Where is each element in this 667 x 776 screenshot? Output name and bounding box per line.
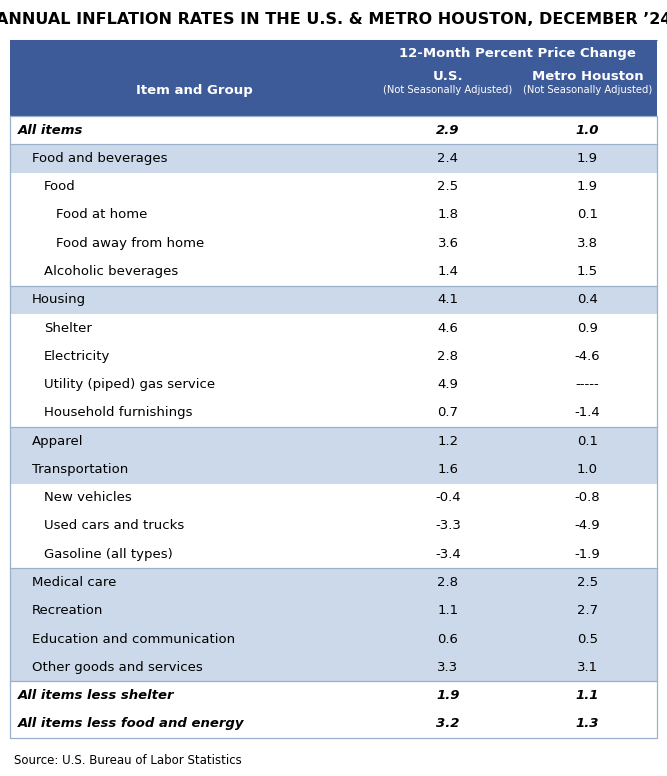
Text: Electricity: Electricity xyxy=(44,350,110,363)
Text: 0.1: 0.1 xyxy=(577,209,598,221)
Text: 1.6: 1.6 xyxy=(438,463,458,476)
Text: 4.6: 4.6 xyxy=(438,321,458,334)
Bar xyxy=(10,201,657,229)
Text: Metro Houston: Metro Houston xyxy=(532,70,643,82)
Text: 0.4: 0.4 xyxy=(577,293,598,307)
Text: 2.7: 2.7 xyxy=(577,605,598,617)
Bar xyxy=(10,172,657,201)
Text: 1.0: 1.0 xyxy=(577,463,598,476)
Bar xyxy=(10,144,657,172)
Text: 3.8: 3.8 xyxy=(577,237,598,250)
Text: 1.0: 1.0 xyxy=(576,123,599,137)
Text: 12-Month Percent Price Change: 12-Month Percent Price Change xyxy=(399,47,636,61)
Text: Apparel: Apparel xyxy=(32,435,83,448)
Text: Gasoline (all types): Gasoline (all types) xyxy=(44,548,173,561)
Text: Food away from home: Food away from home xyxy=(56,237,204,250)
Text: -3.4: -3.4 xyxy=(435,548,461,561)
Text: All items less food and energy: All items less food and energy xyxy=(18,717,245,730)
Text: 1.1: 1.1 xyxy=(438,605,459,617)
Bar xyxy=(10,229,657,258)
Text: All items less shelter: All items less shelter xyxy=(18,689,175,702)
Text: Shelter: Shelter xyxy=(44,321,92,334)
Bar xyxy=(10,483,657,512)
Text: 0.9: 0.9 xyxy=(577,321,598,334)
Text: 4.9: 4.9 xyxy=(438,378,458,391)
Text: (Not Seasonally Adjusted): (Not Seasonally Adjusted) xyxy=(523,85,652,95)
Text: 1.2: 1.2 xyxy=(438,435,459,448)
Text: -4.6: -4.6 xyxy=(575,350,600,363)
Text: Medical care: Medical care xyxy=(32,576,116,589)
Text: (Not Seasonally Adjusted): (Not Seasonally Adjusted) xyxy=(384,85,513,95)
Text: 2.5: 2.5 xyxy=(577,576,598,589)
Text: 1.1: 1.1 xyxy=(576,689,599,702)
Text: New vehicles: New vehicles xyxy=(44,491,132,504)
Text: 2.8: 2.8 xyxy=(438,576,458,589)
Text: 4.1: 4.1 xyxy=(438,293,458,307)
Text: 1.8: 1.8 xyxy=(438,209,458,221)
Bar xyxy=(10,258,657,286)
Text: 1.4: 1.4 xyxy=(438,265,458,278)
Text: 1.9: 1.9 xyxy=(577,180,598,193)
Text: Alcoholic beverages: Alcoholic beverages xyxy=(44,265,178,278)
Text: Food at home: Food at home xyxy=(56,209,147,221)
Text: 1.9: 1.9 xyxy=(577,152,598,165)
Text: 1.9: 1.9 xyxy=(436,689,460,702)
Text: -4.9: -4.9 xyxy=(575,519,600,532)
Text: ANNUAL INFLATION RATES IN THE U.S. & METRO HOUSTON, DECEMBER ’24: ANNUAL INFLATION RATES IN THE U.S. & MET… xyxy=(0,12,667,27)
Text: Source: U.S. Bureau of Labor Statistics: Source: U.S. Bureau of Labor Statistics xyxy=(14,753,241,767)
Text: -----: ----- xyxy=(576,378,600,391)
Bar xyxy=(10,116,657,144)
Text: 3.2: 3.2 xyxy=(436,717,460,730)
Text: Item and Group: Item and Group xyxy=(135,85,252,98)
Text: 0.5: 0.5 xyxy=(577,632,598,646)
Bar xyxy=(10,653,657,681)
Text: U.S.: U.S. xyxy=(433,70,464,82)
Bar xyxy=(10,681,657,710)
Bar xyxy=(10,286,657,314)
Text: 2.4: 2.4 xyxy=(438,152,458,165)
Text: Household furnishings: Household furnishings xyxy=(44,407,193,419)
Text: -0.4: -0.4 xyxy=(435,491,461,504)
Text: 2.8: 2.8 xyxy=(438,350,458,363)
Text: 1.3: 1.3 xyxy=(576,717,599,730)
Text: Education and communication: Education and communication xyxy=(32,632,235,646)
Bar xyxy=(10,710,657,738)
Text: Transportation: Transportation xyxy=(32,463,128,476)
Text: Food and beverages: Food and beverages xyxy=(32,152,167,165)
Text: Used cars and trucks: Used cars and trucks xyxy=(44,519,184,532)
Bar xyxy=(10,342,657,370)
Bar xyxy=(10,40,657,116)
Text: 3.1: 3.1 xyxy=(577,661,598,674)
Text: 2.9: 2.9 xyxy=(436,123,460,137)
Text: Housing: Housing xyxy=(32,293,86,307)
Bar xyxy=(10,568,657,597)
Text: Utility (piped) gas service: Utility (piped) gas service xyxy=(44,378,215,391)
Bar xyxy=(10,314,657,342)
Text: 2.5: 2.5 xyxy=(438,180,459,193)
Text: 3.6: 3.6 xyxy=(438,237,458,250)
Bar xyxy=(10,399,657,427)
Text: -0.8: -0.8 xyxy=(575,491,600,504)
Text: All items: All items xyxy=(18,123,83,137)
Bar xyxy=(10,370,657,399)
Bar xyxy=(10,512,657,540)
Bar xyxy=(10,597,657,625)
Text: 0.7: 0.7 xyxy=(438,407,458,419)
Bar xyxy=(10,540,657,568)
Bar xyxy=(10,427,657,456)
Text: Food: Food xyxy=(44,180,76,193)
Text: 0.1: 0.1 xyxy=(577,435,598,448)
Bar xyxy=(10,625,657,653)
Text: -3.3: -3.3 xyxy=(435,519,461,532)
Text: -1.4: -1.4 xyxy=(575,407,600,419)
Text: 1.5: 1.5 xyxy=(577,265,598,278)
Text: Other goods and services: Other goods and services xyxy=(32,661,203,674)
Text: -1.9: -1.9 xyxy=(575,548,600,561)
Text: 0.6: 0.6 xyxy=(438,632,458,646)
Text: Recreation: Recreation xyxy=(32,605,103,617)
Text: 3.3: 3.3 xyxy=(438,661,459,674)
Bar xyxy=(10,456,657,483)
